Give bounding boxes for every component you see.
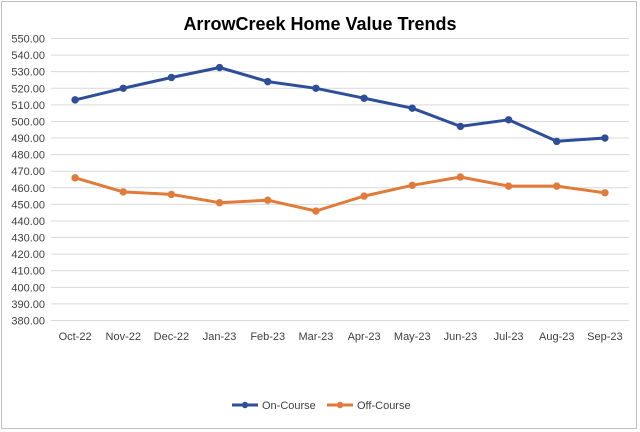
data-point <box>119 188 127 196</box>
x-tick-label: Mar-23 <box>298 331 333 343</box>
data-point <box>504 116 513 124</box>
legend-label: On-Course <box>262 400 316 412</box>
data-point <box>360 94 368 102</box>
x-tick-label: Nov-22 <box>106 331 141 343</box>
data-point <box>504 182 513 190</box>
data-point <box>601 189 609 197</box>
gridlines <box>51 38 629 321</box>
data-point <box>456 173 465 181</box>
data-point <box>601 134 609 142</box>
y-tick-label: 470.00 <box>11 166 45 178</box>
data-point <box>408 104 416 112</box>
y-tick-label: 490.00 <box>11 133 45 145</box>
data-point <box>119 84 127 92</box>
series-line-1 <box>73 175 607 213</box>
data-point <box>167 190 176 199</box>
data-point <box>215 199 224 207</box>
y-tick-label: 380.00 <box>11 316 45 328</box>
data-point <box>71 174 79 182</box>
x-tick-label: May-23 <box>394 331 431 343</box>
data-point <box>553 182 561 190</box>
y-tick-label: 440.00 <box>11 216 45 228</box>
y-tick-label: 450.00 <box>11 199 45 211</box>
series-lines <box>71 63 609 215</box>
x-tick-label: Feb-23 <box>250 331 285 343</box>
legend-swatch-marker <box>241 401 249 409</box>
legend-label: Off-Course <box>357 400 411 412</box>
series-line-0 <box>73 66 607 143</box>
x-tick-label: Oct-22 <box>59 331 92 343</box>
data-point <box>408 181 416 190</box>
data-point <box>215 63 224 72</box>
y-tick-label: 430.00 <box>11 233 45 245</box>
x-tick-label: Jun-23 <box>444 331 478 343</box>
data-point <box>360 192 368 200</box>
y-tick-label: 390.00 <box>11 299 45 311</box>
y-tick-label: 510.00 <box>11 100 45 112</box>
y-tick-label: 540.00 <box>11 50 45 62</box>
data-point <box>312 84 320 92</box>
y-tick-label: 410.00 <box>11 266 45 278</box>
data-point <box>456 122 465 131</box>
x-tick-label: Jul-23 <box>494 331 524 343</box>
y-tick-label: 520.00 <box>11 83 45 95</box>
x-tick-label: Sep-23 <box>587 331 622 343</box>
y-tick-label: 530.00 <box>11 67 45 79</box>
legend: On-Course Off-Course <box>232 400 411 412</box>
y-tick-label: 420.00 <box>11 249 45 261</box>
x-tick-label: Apr-23 <box>348 331 381 343</box>
y-tick-label: 550.00 <box>11 34 45 46</box>
data-point <box>167 73 176 82</box>
y-tick-label: 480.00 <box>11 150 45 162</box>
y-tick-label: 460.00 <box>11 183 45 195</box>
data-point <box>264 77 272 86</box>
x-axis-tick-labels: Oct-22 Nov-22 Dec-22 Jan-23 Feb-23 Mar-23 Apr-… <box>59 331 623 343</box>
legend-swatch-marker <box>336 401 344 409</box>
y-tick-label: 500.00 <box>11 116 45 128</box>
data-point <box>553 137 561 146</box>
y-axis-tick-labels: 550.00 540.00 530.00 520.00 510.00 500.00 490.… <box>11 34 45 328</box>
data-point <box>71 96 79 104</box>
data-point <box>312 207 320 215</box>
chart-title: ArrowCreek Home Value Trends <box>183 14 456 34</box>
x-tick-label: Jan-23 <box>203 331 237 343</box>
x-tick-label: Aug-23 <box>539 331 574 343</box>
data-point <box>264 196 272 204</box>
y-tick-label: 400.00 <box>11 282 45 294</box>
x-tick-label: Dec-22 <box>154 331 189 343</box>
